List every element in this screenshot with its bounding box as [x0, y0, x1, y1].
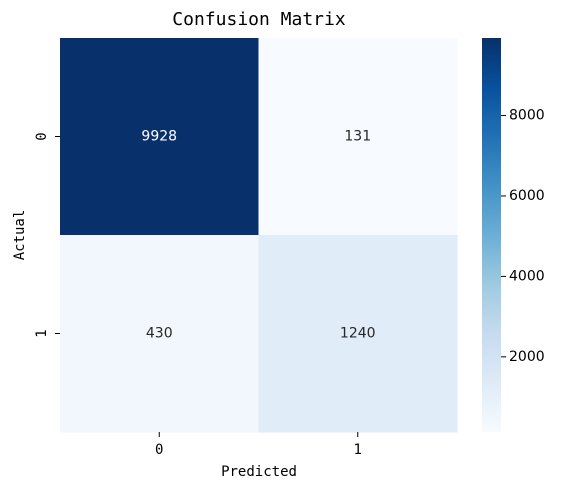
colorbar-tick-label: 2000: [509, 349, 545, 365]
cell-label: 131: [344, 129, 371, 145]
x-axis-label: Predicted: [221, 464, 297, 480]
colorbar-tick-label: 6000: [509, 188, 545, 204]
y-tick-label: 0: [34, 132, 50, 140]
heatmap-cell: [60, 38, 259, 236]
y-axis-label: Actual: [12, 210, 28, 261]
colorbar-tick-label: 8000: [509, 108, 545, 124]
heatmap-cell: [60, 235, 259, 433]
x-tick-label: 0: [155, 442, 163, 458]
cell-label: 430: [146, 326, 173, 342]
colorbar: [482, 38, 501, 432]
chart-title: Confusion Matrix: [172, 9, 346, 30]
heatmap-cell: [258, 235, 458, 433]
heatmap-cell: [258, 38, 458, 236]
cell-label: 1240: [340, 326, 376, 342]
y-tick-label: 1: [34, 329, 50, 337]
colorbar-tick-label: 4000: [509, 268, 545, 284]
cell-label: 9928: [141, 129, 177, 145]
x-tick-label: 1: [354, 442, 362, 458]
